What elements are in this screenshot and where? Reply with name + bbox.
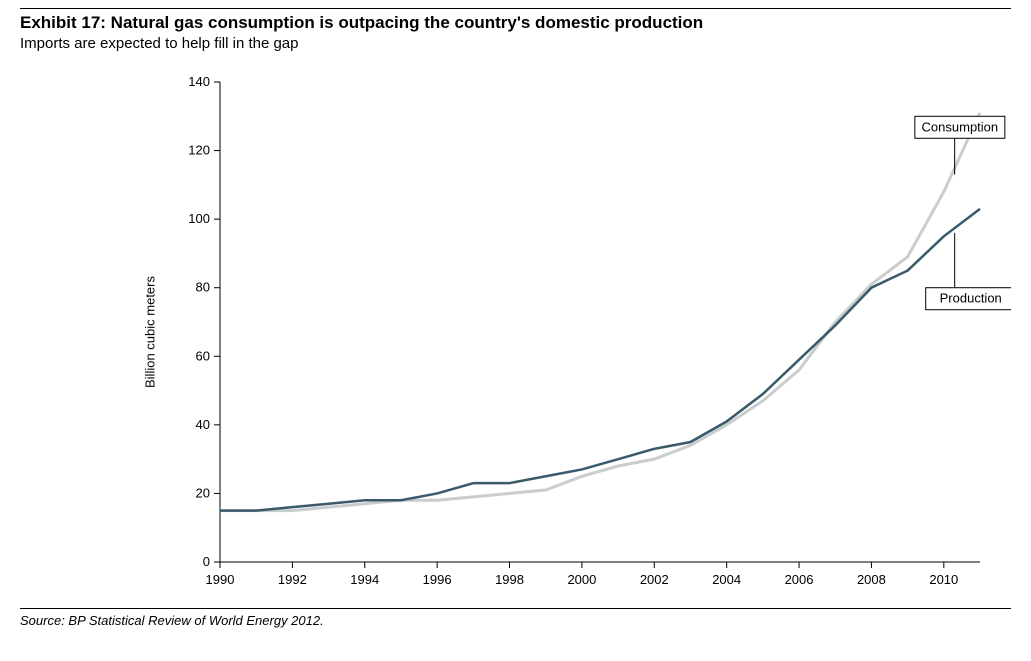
line-chart: 0 20 40 60 80 100 120 140 1990 1992 1994 1996 1998 20…	[20, 62, 1011, 602]
svg-text:2006: 2006	[785, 572, 814, 587]
svg-text:100: 100	[188, 211, 210, 226]
svg-text:Production: Production	[940, 291, 1002, 306]
chart-area: Billion cubic meters 0 20 40 60 80 100 120 140 1…	[20, 62, 1011, 602]
svg-text:0: 0	[203, 554, 210, 569]
svg-text:1994: 1994	[350, 572, 379, 587]
svg-text:140: 140	[188, 74, 210, 89]
exhibit-title: Exhibit 17: Natural gas consumption is o…	[20, 13, 1011, 33]
svg-text:120: 120	[188, 143, 210, 158]
svg-text:1998: 1998	[495, 572, 524, 587]
svg-text:2010: 2010	[929, 572, 958, 587]
exhibit-subtitle: Imports are expected to help fill in the…	[20, 35, 1011, 52]
svg-text:2008: 2008	[857, 572, 886, 587]
svg-text:1992: 1992	[278, 572, 307, 587]
y-axis-label: Billion cubic meters	[143, 276, 158, 388]
svg-text:2004: 2004	[712, 572, 741, 587]
svg-text:2002: 2002	[640, 572, 669, 587]
svg-text:60: 60	[196, 348, 210, 363]
svg-text:40: 40	[196, 417, 210, 432]
svg-text:1996: 1996	[423, 572, 452, 587]
series-production	[220, 209, 980, 511]
svg-text:Consumption: Consumption	[922, 119, 999, 134]
svg-text:2000: 2000	[567, 572, 596, 587]
svg-text:1990: 1990	[206, 572, 235, 587]
series-consumption	[220, 113, 980, 511]
svg-text:80: 80	[196, 280, 210, 295]
source-text: Source: BP Statistical Review of World E…	[20, 613, 1011, 628]
svg-text:20: 20	[196, 485, 210, 500]
